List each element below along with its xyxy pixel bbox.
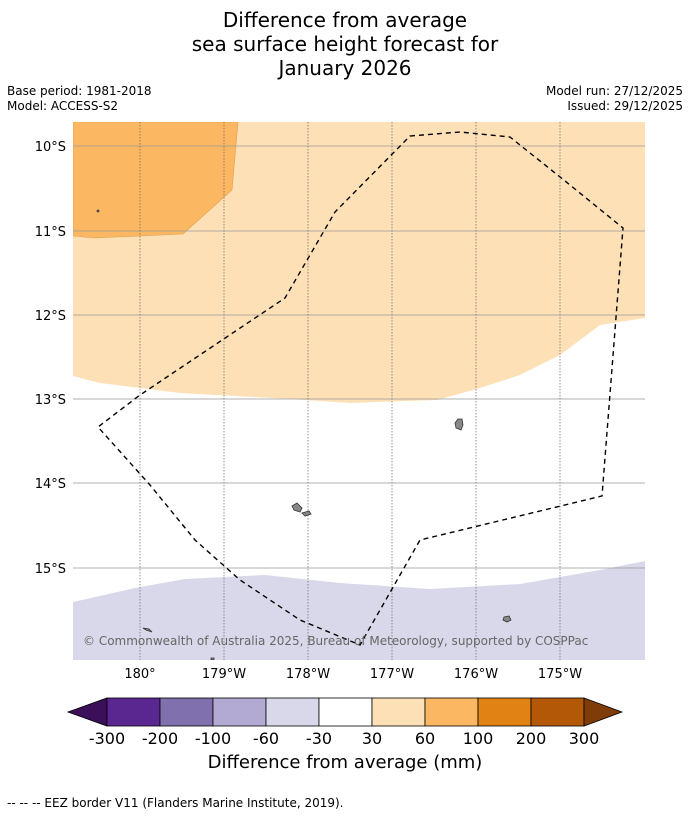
reef-southwest [142, 627, 153, 633]
colorbar-tick-8: 100 [463, 729, 494, 748]
colorbar [66, 697, 624, 727]
lat-labels: 10°S 11°S 12°S 13°S 14°S 15°S [35, 140, 66, 577]
eez-border [96, 131, 624, 646]
lat-label-11s: 11°S [35, 225, 66, 240]
colorbar-segment-4 [265, 697, 320, 727]
colorbar-extend-high [583, 697, 624, 727]
lon-label-180: 180° [124, 667, 155, 682]
lon-label-176w: 176°W [454, 667, 498, 682]
colorbar-extend-low [66, 697, 108, 727]
copyright-notice: © Commonwealth of Australia 2025, Bureau… [83, 634, 588, 648]
meridians [139, 122, 561, 660]
island-east [454, 418, 464, 431]
colorbar-tick-2: -200 [142, 729, 178, 748]
colorbar-tick-10: 300 [569, 729, 600, 748]
island-southeast [502, 615, 512, 623]
lat-label-14s: 14°S [35, 477, 66, 492]
colorbar-ticks: -300 -200 -100 -60 -30 30 60 100 200 300 [89, 729, 599, 748]
colorbar-tick-9: 200 [516, 729, 547, 748]
lon-label-179w: 179°W [202, 667, 246, 682]
anomaly-region-neg30-neg60 [73, 561, 645, 660]
reef-south [210, 657, 215, 660]
colorbar-tick-3: -100 [195, 729, 231, 748]
colorbar-segment-6 [371, 697, 426, 727]
meta-left: Base period: 1981-2018 Model: ACCESS-S2 [7, 84, 152, 114]
eez-footnote: -- -- -- EEZ border V11 (Flanders Marine… [7, 796, 344, 810]
colorbar-segment-9 [530, 697, 585, 727]
colorbar-tick-6: 30 [362, 729, 382, 748]
lat-label-12s: 12°S [35, 309, 66, 324]
lon-label-178w: 178°W [286, 667, 330, 682]
island-central-2 [301, 510, 312, 517]
colorbar-label: Difference from average (mm) [207, 752, 483, 773]
colorbar-tick-1: -300 [89, 729, 125, 748]
title-line-2: sea surface height forecast for [191, 32, 499, 56]
base-period: Base period: 1981-2018 [7, 84, 152, 98]
colorbar-segment-2 [159, 697, 214, 727]
islands [96, 209, 512, 660]
colorbar-segment-1 [106, 697, 161, 727]
issued-date: Issued: 29/12/2025 [567, 99, 683, 113]
colorbar-segment-8 [477, 697, 532, 727]
island-central-1 [291, 502, 303, 513]
chart-title: Difference from average sea surface heig… [0, 8, 690, 80]
lat-label-10s: 10°S [35, 140, 66, 155]
meta-right: Model run: 27/12/2025 Issued: 29/12/2025 [546, 84, 683, 114]
lat-label-15s: 15°S [35, 562, 66, 577]
lon-labels: 180° 179°W 178°W 177°W 176°W 175°W [124, 667, 582, 682]
gridlines [73, 145, 645, 569]
lon-label-177w: 177°W [370, 667, 414, 682]
islet-north [96, 209, 100, 213]
title-line-3: January 2026 [278, 56, 412, 80]
colorbar-segment-3 [212, 697, 267, 727]
colorbar-segment-5 [318, 697, 373, 727]
model-name: Model: ACCESS-S2 [7, 99, 119, 113]
colorbar-tick-4: -60 [253, 729, 279, 748]
colorbar-tick-7: 60 [415, 729, 435, 748]
model-run: Model run: 27/12/2025 [545, 84, 683, 98]
title-line-1: Difference from average [222, 8, 468, 32]
lon-label-175w: 175°W [538, 667, 582, 682]
anomaly-region-60-100 [73, 122, 239, 239]
colorbar-segment-7 [424, 697, 479, 727]
colorbar-tick-5: -30 [306, 729, 332, 748]
lat-label-13s: 13°S [35, 393, 66, 408]
map-plot-area: © Commonwealth of Australia 2025, Bureau… [73, 122, 645, 660]
